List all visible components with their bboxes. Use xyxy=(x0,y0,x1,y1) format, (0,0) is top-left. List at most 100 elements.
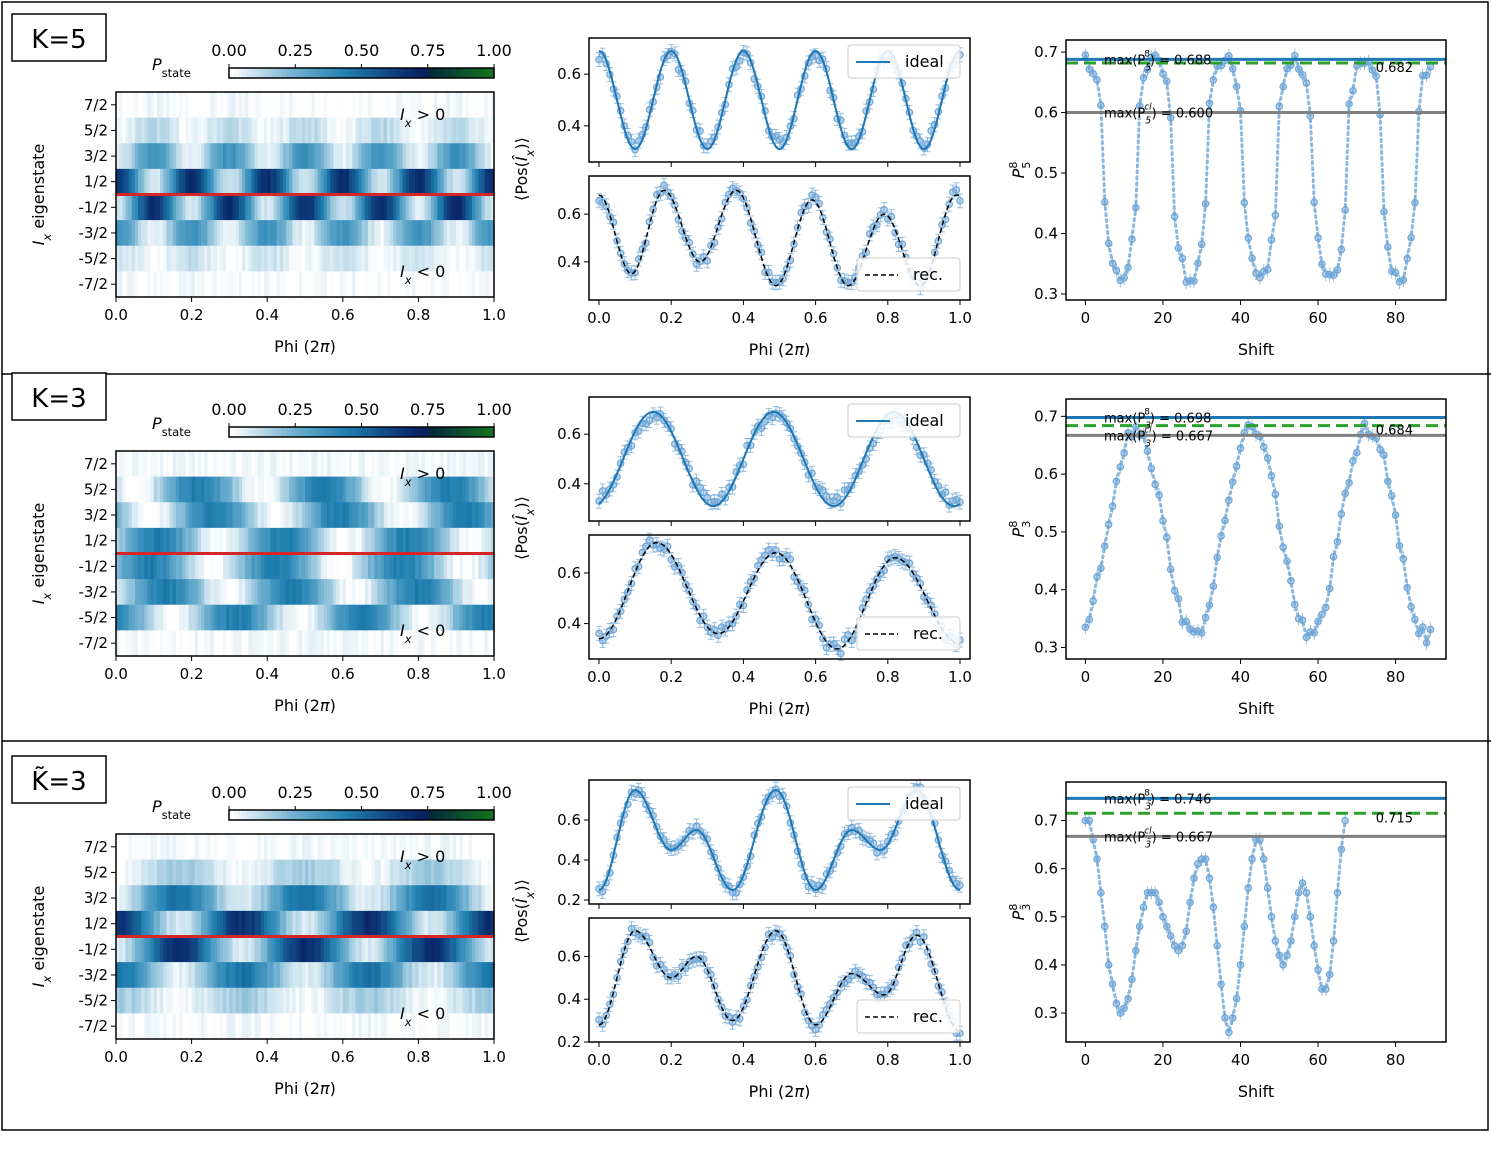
heatmap-cell xyxy=(427,502,432,529)
heatmap-cell xyxy=(134,451,139,477)
heatmap-cell xyxy=(317,143,322,170)
heatmap-cell xyxy=(292,859,297,886)
heatmap-cell xyxy=(141,630,145,657)
heatmap-cell xyxy=(289,220,293,247)
heatmap-cell xyxy=(147,220,152,247)
colorbar-segment xyxy=(335,427,341,437)
heatmap-cell xyxy=(390,885,394,912)
heatmap-cell xyxy=(197,936,202,963)
heatmap-cell xyxy=(264,271,268,298)
heatmap-cell xyxy=(213,117,218,144)
heatmap-cell xyxy=(301,117,306,144)
heatmap-cell xyxy=(242,245,246,272)
heatmap-cell xyxy=(286,476,290,503)
heatmap-cell xyxy=(456,92,460,118)
heatmap-cell xyxy=(393,936,397,963)
heatmap-cell xyxy=(339,502,344,529)
heatmap-cell xyxy=(156,936,161,963)
heatmap-cell xyxy=(490,220,495,247)
heatmap-cell xyxy=(273,859,278,886)
data-point xyxy=(1387,491,1396,500)
heatmap-cell xyxy=(260,527,265,554)
heatmap-cell xyxy=(490,245,495,272)
heatmap-cell xyxy=(327,936,331,963)
heatmap-cell xyxy=(267,910,271,937)
heatmap-cell xyxy=(424,910,429,937)
heatmap-cell xyxy=(415,245,419,272)
heatmap-cell xyxy=(468,476,473,503)
y-label-sup: 8 xyxy=(1007,521,1020,528)
heatmap-cell xyxy=(201,143,205,170)
data-point xyxy=(1403,583,1412,592)
heatmap-cell xyxy=(260,604,265,631)
heatmap-cell xyxy=(374,859,379,886)
heatmap-cell xyxy=(421,271,426,298)
heatmap-cell xyxy=(273,553,278,580)
heatmap-cell xyxy=(235,527,240,554)
heatmap-cell xyxy=(144,168,149,195)
heatmap-cell xyxy=(257,630,262,657)
heatmap-cell xyxy=(380,143,385,170)
heatmap-cell xyxy=(131,910,136,937)
data-point xyxy=(1391,268,1400,277)
colorbar-label: Pstate xyxy=(152,55,191,80)
heatmap-cell xyxy=(122,936,127,963)
heatmap-cell xyxy=(169,630,174,657)
heatmap-cell xyxy=(229,271,234,298)
heatmap-cell xyxy=(235,604,240,631)
y-tick-label: 0.5 xyxy=(1034,164,1058,182)
heatmap-cell xyxy=(276,220,281,247)
heatmap-cell xyxy=(399,527,404,554)
heatmap-cell xyxy=(204,527,208,554)
heatmap-cell xyxy=(418,271,423,298)
x-tick-label: 0.8 xyxy=(876,668,900,686)
heatmap-cell xyxy=(223,910,227,937)
heatmap-cell xyxy=(440,143,445,170)
heatmap-cell xyxy=(125,451,130,477)
heatmap-cell xyxy=(166,834,171,860)
heatmap-cell xyxy=(226,117,230,144)
colorbar-segment xyxy=(251,68,257,78)
heatmap-cell xyxy=(336,451,341,477)
heatmap-cell xyxy=(408,245,413,272)
colorbar-tick-label: 0.50 xyxy=(344,41,380,60)
heatmap-cell xyxy=(424,936,429,963)
heatmap-cell xyxy=(194,834,199,860)
data-point xyxy=(945,200,953,208)
heatmap-cell xyxy=(440,859,445,886)
heatmap-cell xyxy=(188,92,193,118)
heatmap-cell xyxy=(289,143,293,170)
heatmap-cell xyxy=(408,117,413,144)
heatmap-cell xyxy=(421,885,426,912)
heatmap-cell xyxy=(223,962,227,989)
y-tick-label: 0.5 xyxy=(1034,523,1058,541)
heatmap-cell xyxy=(163,143,167,170)
heatmap-cell xyxy=(390,117,394,144)
heatmap-cell xyxy=(276,117,281,144)
heatmap-cell xyxy=(242,936,246,963)
heatmap-cell xyxy=(478,527,482,554)
heatmap-cell xyxy=(116,168,120,195)
heatmap-cell xyxy=(402,834,407,860)
heatmap-cell xyxy=(251,476,256,503)
heatmap-cell xyxy=(166,92,171,118)
heatmap-cell xyxy=(122,859,127,886)
heatmap-cell xyxy=(128,143,133,170)
heatmap-cell xyxy=(295,143,300,170)
heatmap-cell xyxy=(459,553,464,580)
heatmap-cell xyxy=(282,502,287,529)
heatmap-cell xyxy=(333,271,338,298)
heatmap-cell xyxy=(443,910,448,937)
heatmap-cell xyxy=(333,834,338,860)
heatmap-cell xyxy=(320,604,325,631)
heatmap-cell xyxy=(260,92,265,118)
heatmap-cell xyxy=(437,245,442,272)
heatmap-cell xyxy=(323,168,328,195)
heatmap-cell xyxy=(484,168,489,195)
heatmap-cell xyxy=(144,476,149,503)
data-point xyxy=(833,493,842,501)
colorbar-segment xyxy=(295,68,301,78)
heatmap-cell xyxy=(216,962,221,989)
heatmap-cell xyxy=(207,859,212,886)
heatmap-cell xyxy=(254,936,259,963)
